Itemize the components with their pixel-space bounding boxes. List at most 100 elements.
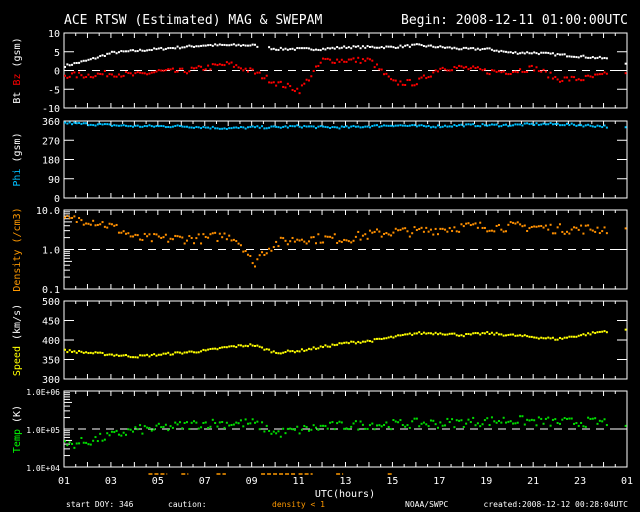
data-point [141, 72, 144, 75]
data-point [533, 51, 536, 54]
data-point [68, 217, 71, 220]
y-tick-label: 90 [48, 175, 60, 186]
data-point [141, 49, 144, 52]
data-point [216, 64, 219, 67]
data-point [406, 79, 409, 82]
data-point [589, 75, 592, 78]
data-point [85, 222, 88, 225]
data-point [282, 85, 285, 88]
data-point [277, 352, 280, 355]
data-point [322, 57, 325, 60]
x-tick-label: 15 [386, 476, 398, 487]
data-point [164, 233, 167, 236]
data-point [535, 336, 538, 339]
data-point [366, 339, 369, 342]
data-point [495, 123, 498, 126]
data-point [387, 75, 390, 78]
data-point [453, 332, 456, 335]
data-point [361, 340, 364, 343]
data-point [157, 235, 160, 238]
data-point [556, 338, 559, 341]
data-point [78, 121, 81, 124]
y-tick-label: 5 [54, 48, 60, 59]
data-point [345, 46, 348, 49]
data-point [110, 50, 113, 53]
data-point [162, 48, 165, 51]
data-point [558, 53, 561, 56]
data-point [127, 125, 130, 128]
data-point [265, 74, 268, 77]
data-point [73, 62, 76, 65]
data-point [594, 73, 597, 76]
data-point [136, 356, 139, 359]
data-point [497, 223, 500, 226]
data-point [333, 344, 336, 347]
data-point [425, 125, 428, 128]
x-tick-label: 23 [574, 476, 586, 487]
data-point [490, 69, 493, 72]
data-point [418, 124, 421, 127]
data-point [547, 228, 550, 231]
data-point [378, 230, 381, 233]
data-point [171, 238, 174, 241]
data-point [319, 241, 322, 244]
data-point [174, 421, 177, 424]
data-point [413, 226, 416, 229]
data-point [167, 47, 170, 50]
data-point [101, 221, 104, 224]
data-point [122, 74, 125, 77]
data-point [427, 76, 430, 79]
data-point [310, 348, 313, 351]
data-point [444, 228, 447, 231]
data-point [549, 122, 552, 125]
data-point [221, 63, 224, 66]
data-point [275, 48, 278, 51]
data-point [554, 232, 557, 235]
data-point [298, 125, 301, 128]
data-point [387, 336, 390, 339]
data-point [577, 334, 580, 337]
data-point [436, 426, 439, 429]
data-point [310, 75, 313, 78]
data-point [113, 124, 116, 127]
data-point [221, 346, 224, 349]
data-point [418, 77, 421, 80]
data-point [207, 348, 210, 351]
data-point [216, 239, 219, 242]
data-point [254, 421, 257, 424]
data-point [64, 74, 66, 77]
data-point [232, 126, 235, 129]
data-point [542, 51, 545, 54]
data-point [300, 428, 303, 431]
data-point [78, 349, 81, 352]
data-point [540, 123, 543, 126]
data-point [427, 332, 430, 335]
data-point [106, 353, 109, 356]
data-point [209, 68, 212, 71]
data-point [162, 425, 165, 428]
data-point [624, 227, 627, 230]
data-point [124, 124, 127, 127]
data-point [96, 440, 99, 443]
data-point [71, 350, 74, 353]
data-point [237, 422, 240, 425]
data-point [209, 43, 212, 46]
data-point [132, 74, 135, 77]
data-point [364, 59, 367, 62]
data-point [495, 224, 498, 227]
data-point [439, 45, 442, 48]
data-point [275, 125, 278, 128]
data-point [368, 58, 371, 61]
data-point [549, 52, 552, 55]
data-point [164, 47, 167, 50]
data-point [514, 422, 517, 425]
data-point [474, 67, 477, 70]
data-point [94, 75, 97, 78]
data-point [390, 335, 393, 338]
data-point [519, 223, 522, 226]
data-point [474, 125, 477, 128]
data-point [427, 425, 430, 428]
data-point [108, 222, 111, 225]
data-point [465, 65, 468, 68]
data-point [298, 239, 301, 242]
